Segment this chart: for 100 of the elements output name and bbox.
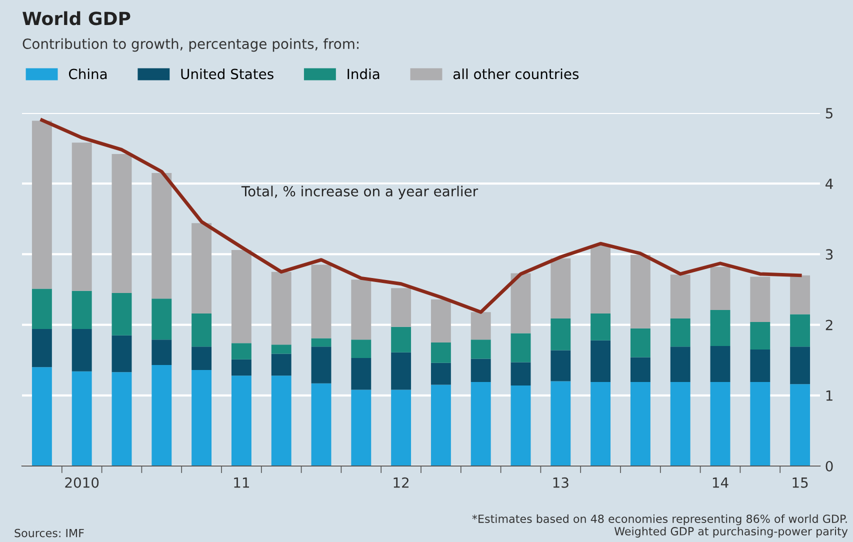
bar [430, 342, 451, 363]
bar [590, 382, 611, 466]
legend-label: China [68, 68, 107, 80]
bar [72, 142, 92, 291]
bar [32, 329, 52, 368]
bar [630, 254, 650, 328]
bar [670, 346, 690, 382]
chart-subtitle: Contribution to growth, percentage points, from: [22, 38, 358, 52]
bar [790, 384, 810, 466]
bar [470, 340, 491, 359]
bar [750, 350, 770, 382]
legend-label: all other countries [453, 68, 579, 80]
bar [430, 362, 451, 385]
bar [750, 276, 770, 322]
bar [430, 384, 451, 466]
x-tick-label: 11 [234, 478, 250, 488]
bar [72, 290, 92, 330]
y-tick-label: 5 [826, 108, 832, 118]
bar [311, 346, 332, 384]
bar [590, 245, 611, 314]
bar [710, 382, 730, 466]
bar [590, 340, 611, 382]
bar [430, 299, 451, 342]
x-tick-label: 2010 [65, 477, 99, 488]
x-tick-label: 12 [394, 477, 408, 488]
bar [351, 280, 372, 340]
legend-label: United States [181, 68, 274, 80]
bar [550, 318, 571, 350]
bar [72, 329, 92, 372]
bar [192, 346, 212, 370]
bar [112, 372, 132, 466]
bar [351, 358, 372, 390]
bar [550, 381, 571, 466]
bar [32, 120, 52, 289]
x-tick-label: 15 [792, 478, 808, 488]
bar [351, 390, 372, 466]
x-tick-label: 14 [712, 478, 728, 488]
bar [670, 274, 690, 318]
bar [152, 298, 172, 340]
bar [391, 390, 412, 466]
text: Total, % increase on a year earlier [241, 186, 478, 200]
bar [271, 354, 292, 376]
bar [790, 346, 810, 384]
y-tick-label: 3 [826, 249, 833, 260]
bar [112, 154, 132, 294]
bar [192, 370, 212, 466]
bar [311, 338, 332, 347]
bar [630, 328, 650, 358]
bar [231, 343, 252, 360]
bar [152, 173, 172, 299]
source-note: Sources: IMF [14, 528, 84, 538]
bar [710, 310, 730, 346]
bar [152, 340, 172, 366]
legend-label: India [348, 68, 380, 80]
bar [391, 326, 412, 352]
bar [790, 275, 810, 314]
bar [192, 314, 212, 347]
y-tick-label: 2 [826, 320, 832, 330]
bar [391, 288, 412, 327]
bar [152, 365, 172, 466]
chart-title: World GDP [22, 11, 130, 26]
bar [750, 382, 770, 466]
bar [630, 357, 650, 382]
bar [510, 362, 531, 386]
bar [510, 333, 531, 362]
bar [670, 382, 690, 466]
line-series [40, 118, 802, 314]
bar [271, 376, 292, 466]
bar [470, 312, 491, 340]
bar [790, 314, 810, 347]
bar [670, 318, 690, 347]
bar [750, 322, 770, 350]
bar [72, 371, 92, 466]
bar [112, 335, 132, 372]
bar [630, 382, 650, 466]
bar [311, 264, 332, 338]
bar [271, 272, 292, 345]
y-tick-label: 1 [826, 390, 832, 401]
bar [590, 314, 611, 340]
bar [231, 359, 252, 376]
text: *Estimates based on 48 economies representing 86% of world GDP. Weighted GDP at purchasing-power parity [472, 514, 848, 538]
bar [710, 266, 730, 310]
bar [391, 352, 412, 390]
bar [510, 386, 531, 466]
bar [550, 258, 571, 318]
bar [470, 358, 491, 382]
bar [271, 344, 292, 354]
bar [550, 350, 571, 382]
y-tick-label: 0 [826, 460, 833, 472]
bar [112, 293, 132, 336]
bar [32, 367, 52, 466]
bar [231, 376, 252, 466]
y-tick-label: 4 [826, 178, 833, 189]
bar [192, 223, 212, 314]
bar [510, 273, 531, 334]
bar [470, 382, 491, 466]
x-tick-label: 13 [553, 477, 568, 488]
bar [351, 340, 372, 358]
bar [710, 346, 730, 382]
bar [32, 288, 52, 330]
